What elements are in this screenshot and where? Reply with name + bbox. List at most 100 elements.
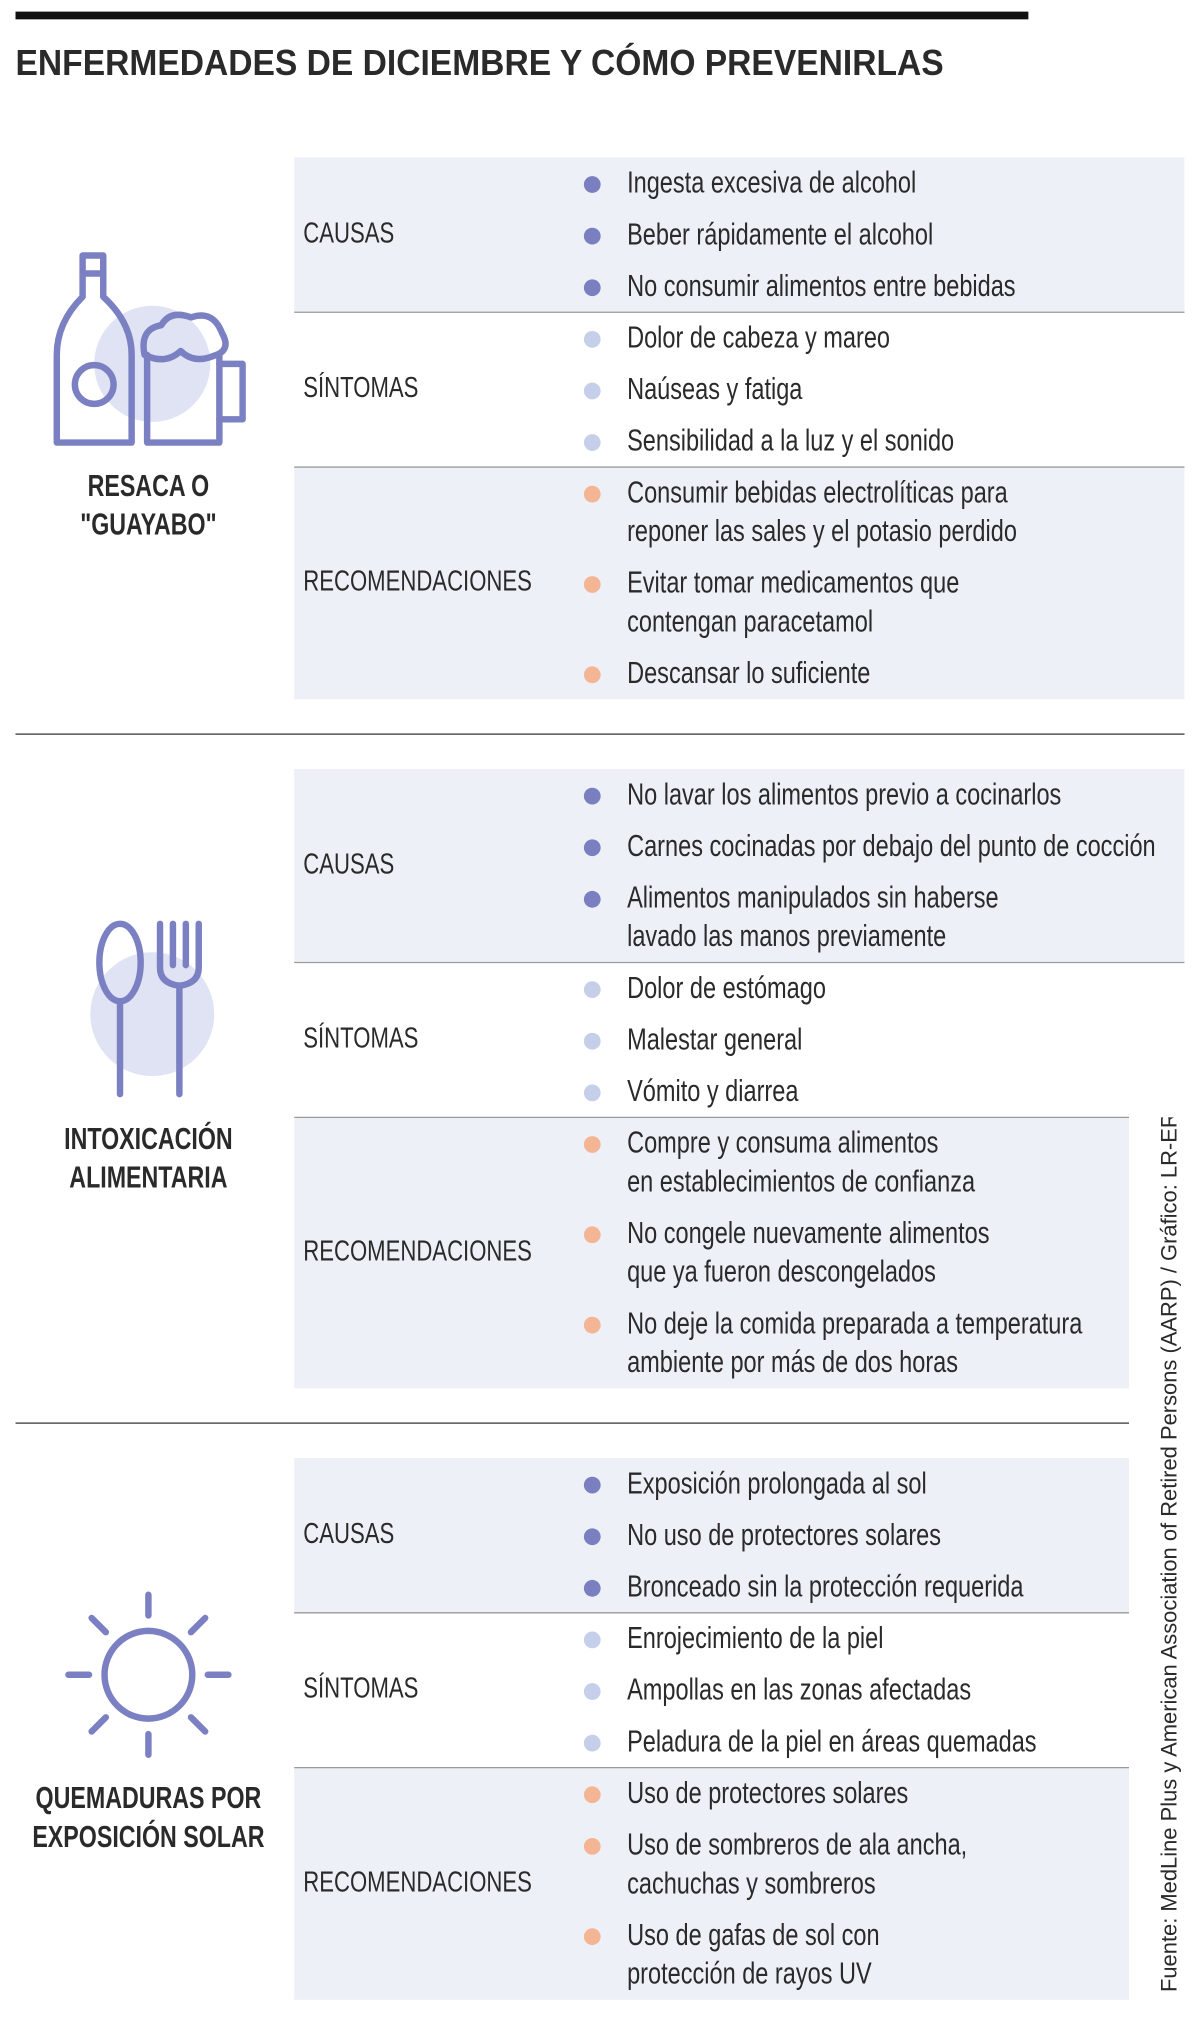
item-text: Uso de gafas de sol con	[627, 1917, 879, 1952]
bullet	[583, 330, 601, 348]
bullet	[583, 981, 601, 999]
item-text: Bronceado sin la protección requerida	[627, 1568, 1024, 1603]
bullet	[583, 1734, 601, 1752]
group-label: CAUSAS	[303, 1518, 394, 1549]
item-text: Ampollas en las zonas afectadas	[627, 1672, 971, 1707]
item-text-group: Alimentos manipulados sin haberse	[627, 879, 999, 914]
item-text: Uso de sombreros de ala ancha,	[627, 1826, 967, 1861]
section-name: RESACA O	[88, 468, 210, 503]
group-label-group: CAUSAS	[303, 1518, 394, 1549]
bullet	[583, 279, 601, 297]
bullet	[583, 1316, 601, 1334]
item-text: que ya fueron descongelados	[627, 1254, 936, 1289]
item-text-group: Vómito y diarrea	[627, 1073, 799, 1108]
item-text: en establecimientos de confianza	[627, 1163, 976, 1198]
item-text-group: Dolor de cabeza y mareo	[627, 319, 890, 354]
bullet	[583, 890, 601, 908]
bullet	[583, 176, 601, 193]
item-text: cachuchas y sombreros	[627, 1865, 876, 1900]
section-name: ALIMENTARIA	[69, 1159, 227, 1194]
group-label-group: SÍNTOMAS	[303, 1022, 418, 1054]
item-text: Compre y consuma alimentos	[627, 1124, 938, 1159]
item-text: Enrojecimiento de la piel	[627, 1620, 883, 1655]
item-text: Carnes cocinadas por debajo del punto de…	[627, 828, 1156, 863]
item-text: lavado las manos previamente	[627, 918, 946, 953]
item-text-group: Dolor de estómago	[627, 970, 826, 1005]
item-text-group: en establecimientos de confianza	[627, 1163, 976, 1198]
bullet	[583, 1579, 601, 1597]
bullet	[583, 485, 601, 503]
group-label-group: CAUSAS	[303, 218, 394, 249]
item-text-group: Evitar tomar medicamentos que	[627, 565, 959, 600]
item-text-group: No lavar los alimentos previo a cocinarl…	[627, 776, 1061, 811]
item-text: Ingesta excesiva de alcohol	[627, 165, 916, 200]
item-text-group: lavado las manos previamente	[627, 918, 946, 953]
group-band	[294, 768, 1185, 963]
group-label: SÍNTOMAS	[303, 1022, 418, 1054]
item-text: Evitar tomar medicamentos que	[627, 565, 959, 600]
group-label: RECOMENDACIONES	[303, 566, 532, 597]
item-text-group: que ya fueron descongelados	[627, 1254, 936, 1289]
bullet	[583, 1786, 601, 1804]
item-text-group: Enrojecimiento de la piel	[627, 1620, 883, 1655]
item-text: No consumir alimentos entre bebidas	[627, 268, 1015, 303]
item-text: Alimentos manipulados sin haberse	[627, 879, 999, 914]
item-text-group: contengan paracetamol	[627, 603, 873, 638]
item-text: Dolor de cabeza y mareo	[627, 319, 890, 354]
group-label-group: SÍNTOMAS	[303, 1672, 418, 1704]
item-text: Vómito y diarrea	[627, 1073, 799, 1108]
item-text-group: reponer las sales y el potasio perdido	[627, 513, 1017, 548]
item-text: Uso de protectores solares	[627, 1775, 908, 1810]
item-text: ambiente por más de dos horas	[627, 1344, 958, 1379]
item-text: contengan paracetamol	[627, 603, 873, 638]
section-name-group: EXPOSICIÓN SOLAR	[32, 1819, 264, 1854]
item-text-group: Beber rápidamente el alcohol	[627, 216, 933, 251]
bullet	[583, 1683, 601, 1700]
group-label: CAUSAS	[303, 218, 394, 249]
group-band	[294, 312, 1185, 468]
item-text: No uso de protectores solares	[627, 1517, 941, 1552]
group-label-group: SÍNTOMAS	[303, 372, 418, 404]
bullet	[583, 1631, 601, 1649]
icon-cutlery	[90, 920, 215, 1098]
bullet	[583, 434, 601, 451]
item-text: No congele nuevamente alimentos	[627, 1215, 989, 1250]
bullet	[583, 1837, 601, 1855]
bullet	[583, 787, 601, 805]
item-text-group: Malestar general	[627, 1021, 802, 1056]
bullet	[583, 576, 601, 593]
item-text: Descansar lo suficiente	[627, 655, 870, 690]
item-text: protección de rayos UV	[627, 1955, 872, 1990]
group-band	[294, 1457, 1130, 1613]
item-text: Peladura de la piel en áreas quemadas	[627, 1723, 1036, 1758]
title: ENFERMEDADES DE DICIEMBRE Y CÓMO PREVENI…	[16, 42, 944, 83]
section-name-group: ALIMENTARIA	[69, 1159, 227, 1194]
section-name: EXPOSICIÓN SOLAR	[32, 1819, 264, 1854]
item-text-group: cachuchas y sombreros	[627, 1865, 876, 1900]
group-label: RECOMENDACIONES	[303, 1236, 532, 1267]
item-text-group: Consumir bebidas electrolíticas para	[627, 474, 1008, 509]
bullet	[583, 666, 601, 684]
item-text: No lavar los alimentos previo a cocinarl…	[627, 776, 1061, 811]
section-name: QUEMADURAS POR	[36, 1780, 262, 1815]
source: Fuente: MedLine Plus y American Associat…	[1157, 1112, 1182, 1992]
item-text: Beber rápidamente el alcohol	[627, 216, 933, 251]
title-group: ENFERMEDADES DE DICIEMBRE Y CÓMO PREVENI…	[16, 42, 944, 83]
item-text-group: Compre y consuma alimentos	[627, 1124, 938, 1159]
bullet	[583, 839, 601, 857]
bullet	[583, 382, 601, 400]
item-text-group: Naúseas y fatiga	[627, 371, 803, 406]
item-text-group: protección de rayos UV	[627, 1955, 872, 1990]
item-text: Consumir bebidas electrolíticas para	[627, 474, 1008, 509]
item-text-group: ambiente por más de dos horas	[627, 1344, 958, 1379]
group-label: SÍNTOMAS	[303, 1672, 418, 1704]
bullet	[583, 1928, 601, 1946]
group-label: RECOMENDACIONES	[303, 1867, 532, 1898]
bullet	[583, 1136, 601, 1153]
item-text: Naúseas y fatiga	[627, 371, 803, 406]
item-text: Sensibilidad a la luz y el sonido	[627, 423, 954, 458]
item-text-group: No congele nuevamente alimentos	[627, 1215, 989, 1250]
item-text-group: Peladura de la piel en áreas quemadas	[627, 1723, 1036, 1758]
section-name: "GUAYABO"	[80, 506, 216, 541]
